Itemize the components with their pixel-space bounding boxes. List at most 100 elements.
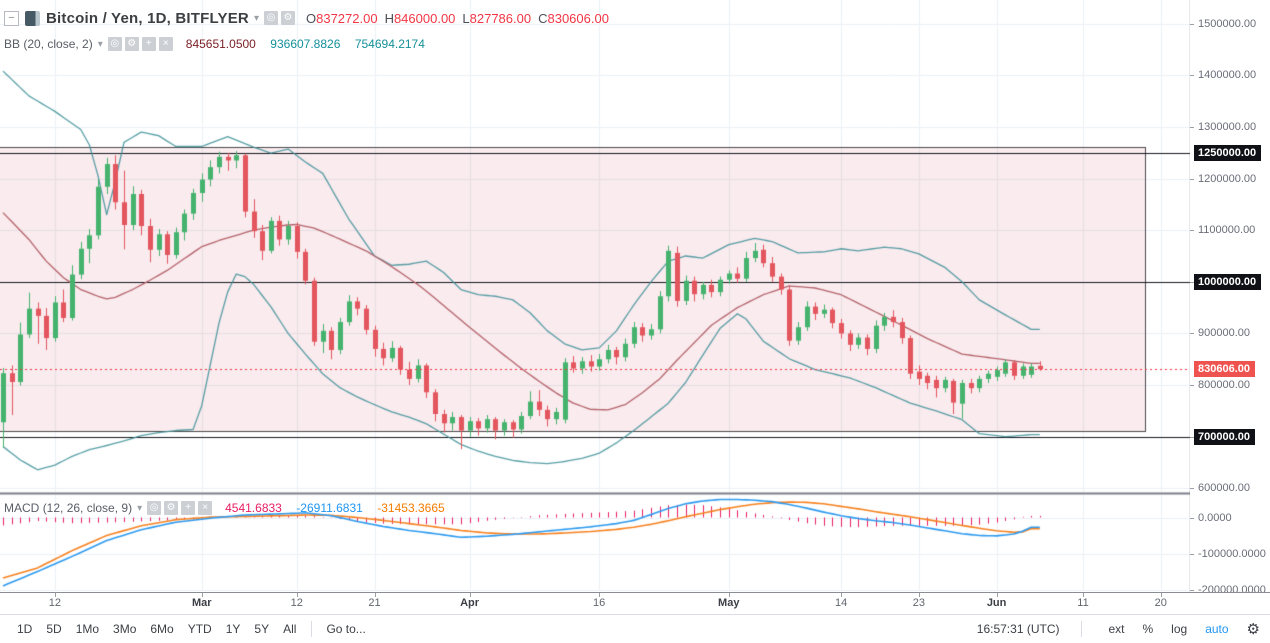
range-button-5y[interactable]: 5Y [254, 622, 270, 636]
chevron-down-icon[interactable]: ▾ [97, 38, 103, 50]
time-tick [54, 593, 56, 597]
bb-values: 845651.0500 936607.8826 754694.2174 [185, 37, 425, 51]
clock-label[interactable]: 16:57:31 (UTC) [976, 622, 1060, 636]
toolbar-divider [311, 621, 313, 637]
macd-values: 4541.6833 -26911.6831 -31453.3665 [225, 501, 445, 515]
toolbar-divider [1081, 621, 1083, 637]
price-tick [1190, 281, 1194, 283]
time-tick [296, 593, 298, 597]
settings-icon[interactable]: ⚙ [164, 501, 179, 515]
chevron-down-icon[interactable]: ▾ [137, 502, 143, 514]
time-axis-label: Apr [460, 597, 480, 609]
extended-hours-toggle[interactable]: ext [1108, 622, 1125, 636]
price-tick [1190, 126, 1194, 128]
price-axis-label: 1100000.00 [1198, 224, 1256, 237]
range-button-1y[interactable]: 1Y [225, 622, 241, 636]
price-tick [1190, 385, 1194, 387]
price-level-badge: 1000000.00 [1194, 273, 1262, 290]
price-axis-label: 1300000.00 [1198, 120, 1257, 133]
time-axis-label: Jun [986, 597, 1007, 609]
visibility-icon[interactable]: ◎ [263, 11, 278, 25]
symbol-icon [25, 10, 40, 26]
settings-icon[interactable]: ⚙ [280, 11, 295, 25]
price-tick [1190, 488, 1194, 490]
time-tick [1160, 593, 1162, 597]
price-axis-label: 1500000.00 [1198, 17, 1257, 30]
symbol-title[interactable]: Bitcoin / Yen, 1D, BITFLYER [46, 9, 249, 27]
price-axis-label: 1400000.00 [1198, 69, 1257, 82]
time-axis-label: Mar [191, 597, 212, 609]
time-tick [599, 593, 601, 597]
price-axis-label: 600000.00 [1198, 482, 1250, 495]
time-axis-label: 21 [368, 597, 381, 609]
macd-axis-label: 0.0000 [1198, 511, 1232, 524]
bb-label[interactable]: BB (20, close, 2) [4, 37, 93, 51]
ohlc-readout: O837272.00 H846000.00 L827786.00 C830606.00 [305, 10, 609, 26]
toolbar-right: 16:57:31 (UTC) ext % log auto ⚙ [977, 620, 1270, 638]
time-tick [201, 593, 203, 597]
macd-axis-label: -100000.0000 [1198, 547, 1266, 560]
close-value: 830606.00 [547, 10, 609, 26]
time-axis-label: 14 [834, 597, 848, 609]
time-tick [374, 593, 376, 597]
close-icon[interactable]: × [158, 37, 173, 51]
add-icon[interactable]: + [141, 37, 156, 51]
visibility-icon[interactable]: ◎ [107, 37, 122, 51]
time-axis[interactable]: 12 Mar 12 21 Apr 16 May 14 23 Jun 11 20 [0, 592, 1270, 614]
price-axis-label: 1200000.00 [1198, 172, 1257, 185]
macd-tick [1190, 553, 1194, 555]
price-level-badge: 700000.00 [1194, 428, 1255, 445]
range-button-5d[interactable]: 5D [46, 622, 62, 636]
range-button-1mo[interactable]: 1Mo [75, 622, 100, 636]
price-tick [1190, 333, 1194, 335]
visibility-icon[interactable]: ◎ [147, 501, 162, 515]
open-value: 837272.00 [316, 10, 378, 26]
range-button-6mo[interactable]: 6Mo [150, 622, 174, 636]
time-axis-label: May [718, 597, 740, 609]
settings-icon[interactable]: ⚙ [124, 37, 139, 51]
range-buttons: 1D 5D 1Mo 3Mo 6Mo YTD 1Y 5Y All [0, 618, 303, 640]
range-button-3mo[interactable]: 3Mo [113, 622, 137, 636]
price-level-badge: 1250000.00 [1194, 144, 1262, 161]
price-tick [1190, 178, 1194, 180]
price-tick [1190, 75, 1194, 77]
time-axis-label: 12 [290, 597, 303, 609]
gear-icon[interactable]: ⚙ [1246, 621, 1260, 638]
time-tick [469, 593, 471, 597]
auto-scale-toggle[interactable]: auto [1205, 622, 1229, 636]
last-price-badge: 830606.00 [1194, 361, 1255, 378]
range-button-ytd[interactable]: YTD [187, 622, 212, 636]
symbol-legend: − Bitcoin / Yen, 1D, BITFLYER ▾ ◎ ⚙ O837… [4, 8, 616, 28]
price-tick [1190, 230, 1194, 232]
macd-indicator-legend: MACD (12, 26, close, 9) ▾ ◎ ⚙ + × 4541.6… [4, 500, 445, 516]
price-chart-canvas[interactable] [0, 0, 1270, 592]
log-scale-toggle[interactable]: log [1171, 622, 1188, 636]
time-axis-label: 23 [912, 597, 925, 609]
bottom-toolbar: 1D 5D 1Mo 3Mo 6Mo YTD 1Y 5Y All Go to... 16:57:3… [0, 614, 1270, 643]
macd-tick [1190, 517, 1194, 519]
time-axis-label: 16 [593, 597, 606, 609]
macd-label[interactable]: MACD (12, 26, close, 9) [4, 501, 133, 515]
macd-tick [1190, 589, 1194, 591]
collapse-pane-button[interactable]: − [4, 10, 19, 26]
price-tick [1190, 23, 1194, 25]
time-tick [1083, 593, 1084, 597]
time-tick [918, 593, 920, 597]
goto-button[interactable]: Go to... [326, 622, 366, 636]
range-button-1d[interactable]: 1D [17, 622, 33, 636]
time-tick [996, 593, 998, 597]
close-icon[interactable]: × [198, 501, 213, 515]
add-icon[interactable]: + [181, 501, 196, 515]
chevron-down-icon[interactable]: ▾ [253, 12, 259, 24]
low-value: 827786.00 [469, 10, 532, 26]
price-axis-label: 900000.00 [1198, 327, 1250, 340]
time-tick [728, 593, 730, 597]
time-axis-label: 11 [1077, 597, 1089, 609]
range-button-all[interactable]: All [283, 622, 297, 636]
time-axis-label: 20 [1154, 597, 1167, 609]
percent-scale-toggle[interactable]: % [1142, 622, 1154, 636]
time-tick [841, 593, 843, 597]
high-value: 846000.00 [393, 10, 456, 26]
price-axis[interactable]: 1500000.00 1400000.00 1300000.00 1200000.00… [1190, 0, 1270, 596]
